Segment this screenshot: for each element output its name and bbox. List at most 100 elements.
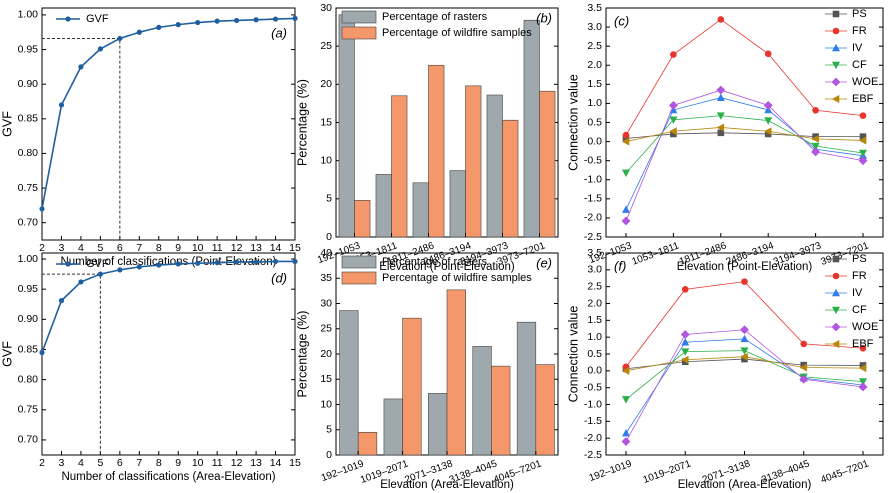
gvf-point [175, 22, 181, 28]
y-tick-label: 0.5 [587, 348, 602, 360]
legend-label-ebf: EBF [852, 338, 874, 350]
panel-label: (c) [614, 13, 629, 28]
y-tick-label: 30 [320, 297, 332, 309]
series-point-fr [681, 286, 689, 293]
series-line-ps [625, 132, 863, 139]
y-tick-label: 1.00 [18, 253, 39, 265]
gvf-point [156, 24, 162, 30]
y-tick-label: 15 [320, 373, 332, 385]
series-point-iv [621, 205, 631, 213]
series-point-ebf [740, 352, 748, 361]
series-point-ebf [716, 123, 725, 132]
series-point-iv [681, 338, 690, 346]
panel-label: (f) [614, 258, 626, 273]
bar-wildfire [357, 431, 378, 456]
gvf-point [195, 19, 201, 26]
bar-wildfire [402, 317, 422, 456]
y-tick-label: 2.0 [587, 59, 602, 71]
series-point-ebf [669, 127, 677, 136]
y-tick-label: 3.0 [587, 21, 602, 33]
y-tick-label: 5 [326, 424, 332, 436]
y-tick-label: -0.5 [584, 154, 602, 166]
x-axis-label: Elevation (Point-Elevation) [379, 261, 515, 273]
series-point-fr [812, 106, 819, 114]
series-point-woe [858, 382, 868, 392]
y-tick-label: -2.5 [584, 231, 602, 243]
series-point-ebf [811, 134, 819, 143]
gvf-point [253, 259, 259, 265]
x-tick-label: 4045–7201 [819, 458, 870, 486]
legend-marker-cf [831, 61, 841, 70]
y-tick-label: 2.5 [587, 280, 602, 292]
series-point-fr [622, 131, 630, 139]
y-tick-label: 0.70 [18, 216, 39, 228]
x-tick-label: 10 [192, 457, 204, 469]
gvf-point [78, 279, 84, 285]
series-point-fr [859, 344, 867, 352]
legend-marker-ebf [831, 94, 840, 104]
legend-marker-woe [831, 77, 841, 87]
y-tick-label: -2.0 [584, 432, 602, 444]
y-tick-label: -0.5 [584, 381, 602, 393]
x-tick-label: 192–1019 [588, 458, 634, 484]
legend-marker-iv [831, 43, 841, 52]
series-point-woe [668, 100, 678, 110]
y-tick-label: 20 [320, 78, 332, 90]
gvf-point [234, 259, 240, 265]
x-tick-label: 13 [250, 457, 262, 469]
series-point-fr [670, 51, 677, 58]
y-tick-label: 40 [320, 247, 332, 259]
y-tick-label: 0.70 [18, 434, 39, 446]
y-tick-label: 25 [320, 40, 332, 52]
bar-rasters [339, 310, 359, 456]
series-line-fr [625, 18, 864, 136]
series-point-fr [859, 112, 867, 119]
x-axis-label: Number of classifications (Point-Elevati… [60, 256, 276, 268]
gvf-point [39, 349, 45, 356]
bar-wildfire [354, 200, 371, 238]
gvf-point [97, 46, 103, 52]
series-point-fr [741, 278, 748, 285]
y-tick-label: 1.5 [587, 314, 602, 326]
y-tick-label: 15 [320, 116, 332, 128]
x-tick-label: 14 [270, 242, 282, 254]
x-tick-label: 4 [78, 457, 84, 469]
legend-label-rasters: Percentage of rasters [382, 256, 488, 268]
series-point-iv [740, 334, 749, 343]
x-tick-label: 7 [136, 242, 142, 254]
series-line-cf [625, 115, 864, 174]
gvf-point [58, 102, 65, 108]
y-tick-label: 0 [326, 231, 332, 243]
bar-wildfire [539, 90, 556, 238]
y-axis-label: Connection value [566, 306, 580, 403]
bar-rasters [412, 182, 429, 238]
gvf-point [136, 264, 142, 270]
y-tick-label: 10 [320, 154, 332, 166]
legend-marker-cf [831, 306, 841, 315]
legend-swatch-wildfire [341, 271, 377, 285]
y-tick-label: -2.0 [584, 212, 602, 224]
y-axis-label: Connection value [566, 74, 580, 171]
gvf-point [272, 16, 279, 22]
legend-label-wildfire: Percentage of wildfire samples [382, 272, 532, 284]
gvf-point [214, 18, 220, 24]
series-point-woe [811, 147, 821, 157]
legend-marker-ebf [831, 339, 840, 349]
y-tick-label: 0.90 [18, 313, 39, 325]
y-tick-label: 1.0 [587, 331, 602, 343]
series-line-ebf [625, 127, 864, 142]
y-tick-label: 0.90 [18, 78, 39, 90]
panel-label: (e) [536, 255, 552, 270]
plot-frame [41, 7, 296, 241]
y-tick-label: 0.5 [587, 116, 602, 128]
x-tick-label: 6 [117, 242, 123, 254]
series-point-fr [764, 50, 772, 58]
x-tick-label: 3 [59, 457, 65, 469]
y-tick-label: 5 [326, 193, 332, 205]
legend-swatch-rasters [341, 255, 377, 269]
bar-wildfire [535, 364, 555, 456]
bar-wildfire [446, 289, 466, 456]
legend-label-wildfire: Percentage of wildfire samples [382, 27, 532, 39]
